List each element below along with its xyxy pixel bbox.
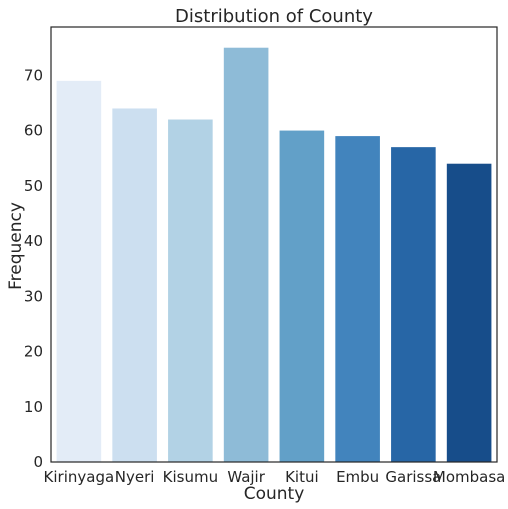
y-tick-labels: 0 10 20 30 40 50 60 70 [24, 66, 43, 471]
bar-nyeri [112, 108, 157, 462]
x-tick-label: Garissa [385, 468, 441, 486]
bar-kisumu [168, 119, 213, 463]
bar-mombasa [446, 163, 492, 462]
x-tick-label: Wajir [227, 468, 265, 486]
x-tick-labels: Kirinyaga Nyeri Kisumu Wajir Kitui Embu Gariss… [44, 468, 506, 486]
x-tick-label: Nyeri [115, 468, 155, 486]
bars-group [56, 47, 492, 463]
bar-wajir [223, 47, 269, 463]
chart-title: Distribution of County [175, 6, 373, 27]
bar-kitui [279, 130, 325, 462]
x-tick-label: Embu [336, 468, 379, 486]
y-tick-label: 70 [24, 66, 43, 84]
x-tick-label: Kitui [285, 468, 319, 486]
x-axis-title: County [244, 484, 305, 504]
plot-frame [50, 26, 498, 463]
y-tick-label: 20 [24, 343, 43, 361]
y-tick-label: 50 [24, 177, 43, 195]
x-tick-label: Kirinyaga [44, 468, 115, 486]
y-tick-label: 40 [24, 232, 43, 250]
y-axis-title: Frequency [6, 202, 26, 290]
y-tick-label: 60 [24, 122, 43, 140]
y-tick-label: 0 [33, 453, 43, 471]
bar-garissa [391, 147, 436, 462]
x-tick-label: Kisumu [163, 468, 218, 486]
bar-embu [335, 136, 380, 462]
y-tick-label: 30 [24, 287, 43, 305]
x-tick-label: Mombasa [433, 468, 505, 486]
y-tick-label: 10 [24, 398, 43, 416]
bar-kirinyaga [56, 80, 102, 463]
